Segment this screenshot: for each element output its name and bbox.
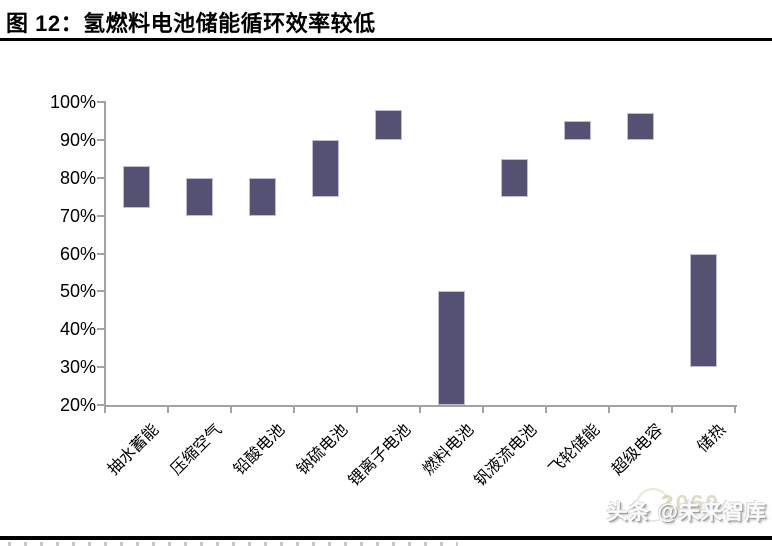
y-tick [97,252,104,255]
cropped-source-text [8,542,458,546]
x-axis-label: 铅酸电池 [231,421,289,479]
x-tick [167,407,169,413]
x-axis-label: 钒液流电池 [472,421,541,490]
range-bar [690,253,717,368]
y-axis-label: 40% [59,319,96,340]
range-bar [312,139,339,197]
x-axis-label: 燃料电池 [420,421,478,479]
y-tick [97,176,104,179]
x-tick [608,407,610,413]
x-axis-label: 抽水蓄能 [105,421,163,479]
range-bar [375,109,402,140]
y-axis-label: 90% [59,129,96,150]
y-tick [97,290,104,293]
x-tick [293,407,295,413]
range-bar [186,177,213,216]
x-tick [734,407,736,413]
y-axis-label: 70% [59,205,96,226]
bottom-rule [0,536,772,540]
range-bar [564,120,591,140]
x-tick [230,407,232,413]
x-axis-line [104,405,737,407]
figure-title: 图 12：氢燃料电池储能循环效率较低 [6,11,376,36]
x-axis-label: 储热 [695,421,730,456]
y-axis-label: 80% [59,167,96,188]
y-axis-label: 100% [49,92,96,112]
range-bar [438,291,465,405]
y-tick [97,214,104,217]
y-axis-label: 50% [59,281,96,302]
x-axis-label: 超级电容 [609,421,667,479]
x-axis-label: 压缩空气 [168,421,226,479]
x-tick [104,407,106,413]
x-axis-label: 锂离子电池 [346,421,415,490]
y-axis-label: 20% [59,395,96,415]
x-tick [419,407,421,413]
y-axis-label: 30% [59,357,96,378]
header-rule [0,38,772,41]
y-tick [97,138,104,141]
x-axis-label: 飞轮储能 [546,421,604,479]
y-tick [97,366,104,369]
x-axis-label: 钠硫电池 [294,421,352,479]
range-bar [123,166,150,209]
y-axis-label: 60% [59,243,96,264]
x-tick [671,407,673,413]
y-tick [97,101,104,103]
y-tick [97,328,104,331]
watermark-ghost-text: 3060 [660,490,720,516]
x-tick [545,407,547,413]
x-tick [356,407,358,413]
watermark-text: 头条 @未来智库 [606,501,767,524]
range-bar [627,113,654,140]
y-axis-line [104,101,106,407]
range-bar [249,177,276,216]
range-bar [501,158,528,197]
watermark-ghost-logo [636,488,670,522]
x-tick [482,407,484,413]
y-tick [97,404,104,406]
